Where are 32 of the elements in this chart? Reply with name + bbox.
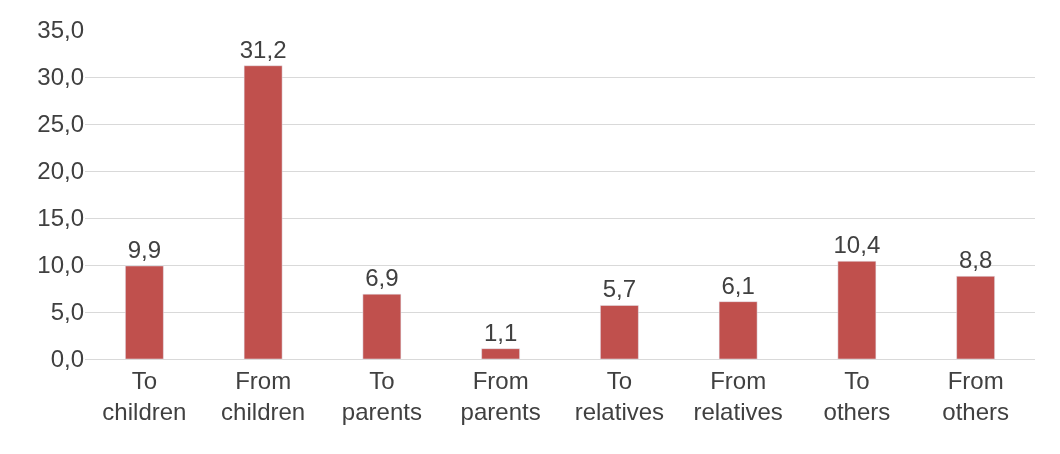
x-tick-label: To others [823,366,891,425]
data-label: 5,7 [602,275,637,303]
x-tick-label: To relatives [574,366,665,425]
y-tick-label: 30,0 [37,63,84,91]
y-tick-label: 0,0 [50,345,84,373]
bar [125,265,164,359]
data-label: 1,1 [483,318,518,346]
y-tick-label: 20,0 [37,157,84,185]
bar [362,293,402,359]
x-tick-label: From others [942,366,1009,425]
y-tick-label: 10,0 [37,251,84,279]
data-label: 9,9 [127,235,162,263]
x-tick-label: To children [102,366,187,425]
data-label: 10,4 [833,231,881,259]
bar [243,65,283,359]
bar [837,260,877,359]
bar [718,301,758,359]
x-tick-label: From relatives [693,366,783,425]
x-tick-label: To parents [341,366,422,425]
data-label: 6,9 [365,264,399,292]
data-label: 8,8 [958,246,993,274]
bar [481,348,520,359]
y-tick-label: 35,0 [37,16,84,44]
x-tick-label: From children [221,366,306,425]
x-tick-label: From parents [460,366,541,425]
data-label: 6,1 [721,271,755,299]
bar [956,276,995,359]
bar [600,305,639,359]
data-label: 31,2 [239,35,287,63]
y-tick-label: 5,0 [50,298,84,326]
y-tick-label: 25,0 [37,110,84,138]
y-tick-label: 15,0 [37,204,84,232]
